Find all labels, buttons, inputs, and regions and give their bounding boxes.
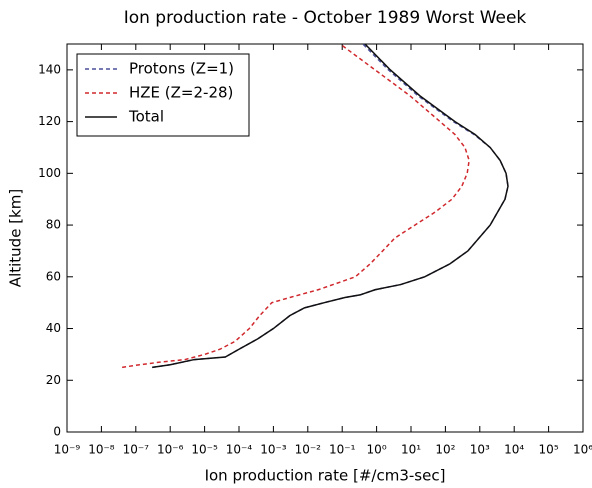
x-tick-label: 10⁻¹ xyxy=(329,443,356,457)
x-tick-label: 10⁻² xyxy=(295,443,322,457)
y-tick-label: 140 xyxy=(38,62,61,76)
series-line xyxy=(152,44,509,369)
y-tick-label: 80 xyxy=(46,218,61,232)
x-tick-label: 10⁻³ xyxy=(260,443,287,457)
x-tick-label: 10² xyxy=(435,443,455,457)
x-tick-label: 10⁻⁵ xyxy=(191,443,218,457)
chart-title: Ion production rate - October 1989 Worst… xyxy=(124,8,527,28)
y-tick-label: 120 xyxy=(38,114,61,128)
x-tick-label: 10¹ xyxy=(401,443,421,457)
y-tick-label: 0 xyxy=(53,425,61,439)
x-tick-label: 10³ xyxy=(470,443,490,457)
x-tick-label: 10⁻⁷ xyxy=(123,443,150,457)
y-tick-label: 40 xyxy=(46,321,61,335)
x-tick-label: 10⁻⁶ xyxy=(157,443,184,457)
y-tick-label: 60 xyxy=(46,269,61,283)
y-axis-label: Altitude [km] xyxy=(7,189,25,287)
plot-frame xyxy=(66,43,584,433)
x-tick-label: 10⁻⁴ xyxy=(226,443,253,457)
series-line xyxy=(122,44,470,369)
y-tick-label: 100 xyxy=(38,166,61,180)
x-axis-label: Ion production rate [#/cm3-sec] xyxy=(205,467,446,485)
x-tick-label: 10⁶ xyxy=(573,443,592,457)
x-tick-label: 10⁵ xyxy=(539,443,559,457)
y-tick-label: 20 xyxy=(46,373,61,387)
x-tick-label: 10⁴ xyxy=(504,443,524,457)
legend-box xyxy=(76,53,250,137)
legend-label: Total xyxy=(128,108,164,126)
x-tick-label: 10⁰ xyxy=(367,443,387,457)
legend-label: HZE (Z=2-28) xyxy=(129,84,233,102)
x-tick-label: 10⁻⁸ xyxy=(88,443,115,457)
legend-label: Protons (Z=1) xyxy=(129,60,234,78)
x-tick-label: 10⁻⁹ xyxy=(54,443,81,457)
